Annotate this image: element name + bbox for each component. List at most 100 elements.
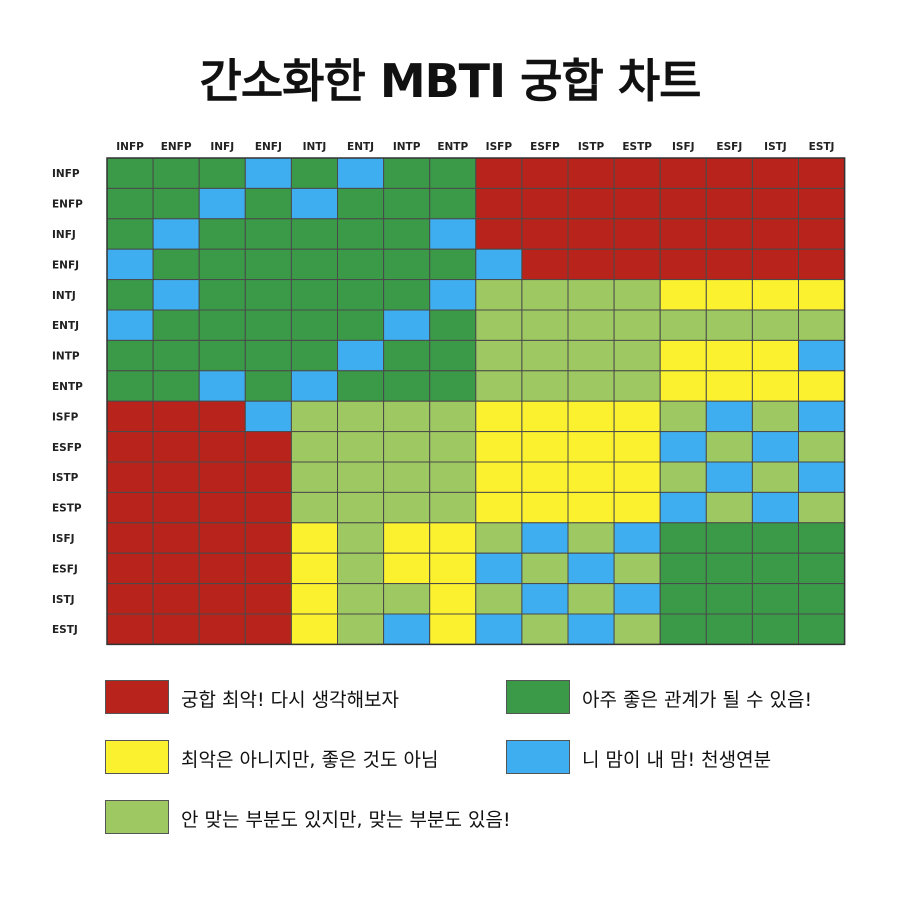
heatmap-cell — [198, 461, 246, 493]
heatmap-cell — [475, 279, 523, 311]
heatmap-cell — [429, 522, 477, 554]
heatmap-cell — [244, 309, 292, 341]
legend-item-perfect-match: 니 맘이 내 맘! 천생연분 — [506, 740, 866, 776]
heatmap-cell — [198, 218, 246, 250]
heatmap-cell — [244, 339, 292, 372]
heatmap-cell — [475, 187, 523, 220]
heatmap-cell — [152, 370, 200, 402]
heatmap-cell — [705, 339, 753, 372]
heatmap-cell — [751, 613, 800, 645]
heatmap-cell — [475, 613, 523, 645]
legend-swatch-red — [105, 680, 169, 714]
heatmap-cell — [475, 309, 523, 341]
heatmap-cell — [244, 279, 292, 311]
row-label: ENFJ — [52, 259, 79, 271]
heatmap-cell — [475, 339, 523, 372]
legend-swatch-light-green — [105, 800, 169, 834]
heatmap-cell — [521, 613, 569, 645]
row-label: INTJ — [52, 290, 76, 302]
heatmap-cell — [337, 339, 385, 372]
heatmap-cell — [106, 248, 154, 281]
heatmap-cell — [290, 218, 338, 250]
heatmap-cell — [244, 522, 292, 554]
heatmap-cell — [613, 431, 661, 463]
heatmap-cell — [244, 461, 292, 493]
heatmap-cell — [521, 218, 569, 250]
heatmap-cell — [613, 491, 661, 524]
heatmap-cell — [521, 279, 569, 311]
heatmap-cell — [152, 552, 200, 585]
heatmap-cell — [198, 583, 246, 615]
heatmap-cell — [798, 431, 846, 463]
heatmap-cell — [521, 552, 569, 585]
heatmap-cell — [290, 491, 338, 524]
heatmap-cell — [567, 552, 615, 585]
heatmap-cell — [798, 187, 846, 220]
heatmap-cell — [751, 461, 800, 493]
heatmap-cell — [659, 187, 707, 220]
heatmap-cell — [337, 309, 385, 341]
heatmap-cell — [798, 339, 846, 372]
heatmap-cell — [290, 187, 338, 220]
heatmap-cell — [751, 491, 800, 524]
heatmap-cell — [152, 431, 200, 463]
heatmap-cell — [429, 309, 477, 341]
heatmap-cell — [659, 491, 707, 524]
heatmap-cell — [705, 187, 753, 220]
heatmap-cell — [659, 613, 707, 645]
row-label: ISFJ — [52, 533, 75, 545]
row-label: ENTP — [52, 381, 83, 393]
heatmap-cell — [751, 279, 800, 311]
heatmap-cell — [383, 400, 431, 433]
heatmap-cell — [152, 400, 200, 433]
heatmap-cell — [429, 552, 477, 585]
heatmap-cell — [198, 431, 246, 463]
heatmap-cell — [613, 613, 661, 645]
heatmap-cell — [198, 279, 246, 311]
heatmap-cell — [290, 522, 338, 554]
heatmap-cell — [106, 491, 154, 524]
heatmap-cell — [798, 613, 846, 645]
heatmap-cell — [567, 431, 615, 463]
heatmap-cell — [198, 522, 246, 554]
legend-label-mixed: 안 맞는 부분도 있지만, 맞는 부분도 있음! — [181, 809, 511, 831]
heatmap-cell — [751, 187, 800, 220]
heatmap-cell — [567, 218, 615, 250]
legend-item-so-so: 최악은 아니지만, 좋은 것도 아님 — [105, 740, 485, 776]
heatmap-cell — [659, 552, 707, 585]
heatmap-cell — [659, 218, 707, 250]
heatmap-cell — [798, 279, 846, 311]
heatmap-cell — [475, 370, 523, 402]
heatmap-cell — [613, 248, 661, 281]
column-label: INTJ — [303, 141, 327, 153]
heatmap-cell — [337, 522, 385, 554]
heatmap-cell — [429, 613, 477, 645]
heatmap-cell — [659, 157, 707, 189]
heatmap-cell — [198, 400, 246, 433]
heatmap-cell — [198, 248, 246, 281]
heatmap-cell — [383, 339, 431, 372]
heatmap-cell — [659, 309, 707, 341]
heatmap-cell — [383, 187, 431, 220]
legend-label-perfect-match: 니 맘이 내 맘! 천생연분 — [582, 749, 772, 771]
heatmap-cell — [290, 431, 338, 463]
heatmap-cell — [429, 279, 477, 311]
heatmap-cell — [659, 583, 707, 615]
heatmap-cell — [337, 400, 385, 433]
heatmap-cell — [475, 461, 523, 493]
heatmap-cell — [290, 400, 338, 433]
heatmap-cell — [106, 218, 154, 250]
heatmap-cell — [705, 431, 753, 463]
heatmap-cell — [659, 370, 707, 402]
heatmap-cell — [798, 552, 846, 585]
heatmap-cell — [383, 309, 431, 341]
heatmap-cell — [475, 400, 523, 433]
heatmap-cell — [521, 400, 569, 433]
heatmap-cell — [567, 613, 615, 645]
heatmap-cell — [521, 187, 569, 220]
heatmap-cell — [383, 279, 431, 311]
heatmap-cell — [659, 431, 707, 463]
heatmap-cell — [475, 157, 523, 189]
heatmap-cell — [429, 370, 477, 402]
heatmap-cell — [290, 552, 338, 585]
